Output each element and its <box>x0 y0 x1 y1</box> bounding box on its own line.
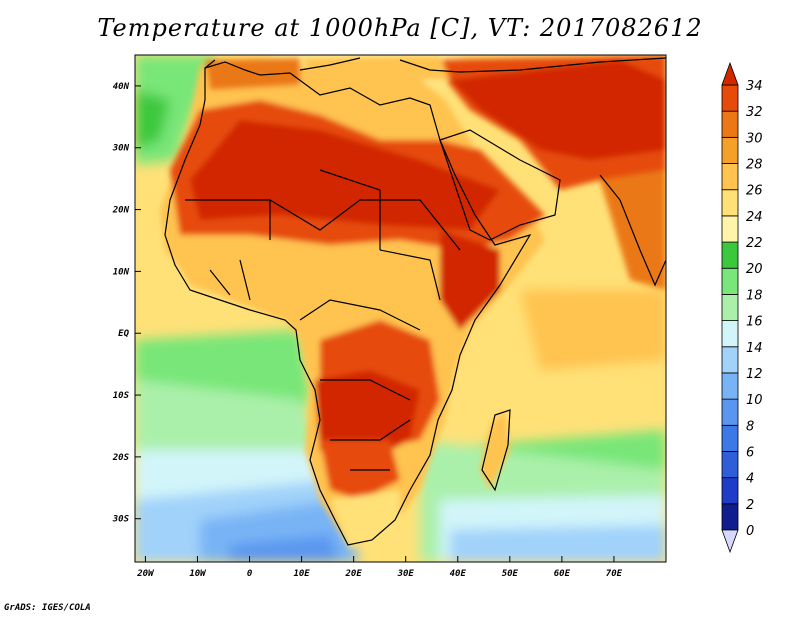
colorbar-level-label: 14 <box>746 341 763 356</box>
colorbar-level-label: 6 <box>746 445 754 460</box>
colorbar-level-label: 34 <box>746 79 763 94</box>
lat-tick-label: 30S <box>112 515 130 525</box>
plot-frame <box>134 54 667 563</box>
colorbar-level-label: 26 <box>746 184 763 199</box>
colorbar-swatch <box>721 294 739 321</box>
lon-tick-label: 10E <box>293 569 310 579</box>
colorbar-swatch <box>721 110 739 138</box>
colorbar-swatch <box>721 503 739 531</box>
colorbar-level-label: 18 <box>746 288 763 303</box>
colorbar-swatch <box>721 424 739 452</box>
lat-tick-label: 20N <box>112 206 130 216</box>
colorbar-level-label: 24 <box>746 210 763 225</box>
colorbar-level-label: 12 <box>746 367 763 382</box>
latitude-axis: 40N 30N 20N 10N EQ 10S 20S 30S <box>112 82 141 525</box>
colorbar-level-label: 16 <box>746 315 763 330</box>
lat-tick-label: 20S <box>112 453 130 463</box>
lon-tick-label: 20E <box>345 569 363 579</box>
lat-tick-label: 10N <box>113 267 130 277</box>
colorbar-swatch <box>721 215 739 243</box>
lon-tick-label: 50E <box>502 569 519 579</box>
map-title: Temperature at 1000hPa [C], VT: 20170826… <box>97 14 703 42</box>
colorbar-level-label: 20 <box>746 262 763 277</box>
colorbar-level-label: 22 <box>746 236 763 251</box>
lon-tick-label: 40E <box>450 569 467 579</box>
colorbar-level-label: 10 <box>746 393 763 408</box>
colorbar-level-label: 32 <box>746 105 763 120</box>
colorbar-swatch <box>721 136 739 164</box>
colorbar-swatch <box>721 84 739 112</box>
lat-tick-label: EQ <box>118 329 129 339</box>
colorbar-swatch <box>721 477 739 505</box>
colorbar-level-label: 8 <box>746 419 754 434</box>
colorbar-level-label: 0 <box>746 524 754 539</box>
lon-tick-label: 30E <box>397 569 415 579</box>
lat-tick-label: 30N <box>112 144 130 154</box>
colorbar-swatch <box>721 163 739 191</box>
colorbar-min-arrow <box>721 529 739 554</box>
lon-tick-label: 60E <box>554 569 571 579</box>
colorbar-swatch <box>721 241 739 269</box>
colorbar-swatch <box>721 267 739 295</box>
longitude-axis: 20W 10W 0 10E 20E 30E 40E 50E 60E 70E <box>136 556 623 579</box>
temperature-field <box>135 55 666 562</box>
colorbar-level-label: 4 <box>746 472 754 487</box>
colorbar-swatch <box>721 451 739 479</box>
colorbar-swatch <box>721 320 739 348</box>
credit-label: GrADS: IGES/COLA <box>4 603 91 613</box>
lon-tick-label: 0 <box>247 569 253 579</box>
lon-tick-label: 10W <box>189 569 207 579</box>
lat-tick-label: 40N <box>113 82 130 92</box>
lon-tick-label: 20W <box>136 569 155 579</box>
lon-tick-label: 70E <box>606 569 623 579</box>
colorbar-swatch <box>721 398 739 426</box>
colorbar-swatch <box>721 346 739 374</box>
colorbar-level-label: 30 <box>746 131 763 146</box>
coastline <box>164 57 666 546</box>
colorbar-swatch <box>721 189 739 217</box>
lat-tick-label: 10S <box>113 391 130 401</box>
colorbar-swatch <box>721 372 739 400</box>
colorbar-level-label: 28 <box>746 158 763 173</box>
colorbar-max-arrow <box>721 61 739 86</box>
colorbar-level-label: 2 <box>746 498 754 513</box>
